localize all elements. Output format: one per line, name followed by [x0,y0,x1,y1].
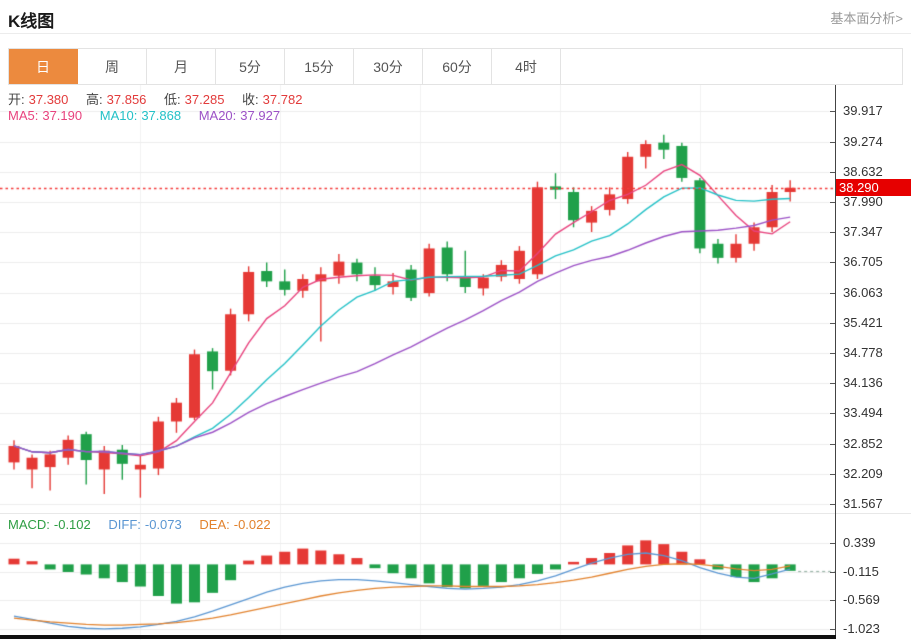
price-tick-mark [830,473,835,475]
macd-tick-mark [830,629,835,631]
macd-chart[interactable] [0,513,836,640]
tab-day[interactable]: 日 [9,49,78,84]
price-tick-mark [830,503,835,505]
diff-value: -0.073 [144,517,182,532]
ma-row: MA5: 37.190 MA10: 37.868 MA20: 37.927 [8,108,284,123]
macd-tick-label: 0.339 [843,534,876,550]
tab-15min[interactable]: 15分 [285,49,354,84]
price-tick-label: 36.705 [843,254,883,270]
price-tick-mark [830,141,835,143]
tab-bar-spacer [561,49,902,84]
close-value: 37.782 [262,92,303,107]
price-tick-mark [830,292,835,294]
current-price-badge: 38.290 [836,179,911,197]
price-tick-label: 35.421 [843,314,883,330]
price-tick-mark [830,232,835,234]
price-tick-label: 33.494 [843,405,883,421]
price-tick-mark [830,383,835,385]
high-value: 37.856 [106,92,147,107]
tab-4hour[interactable]: 4时 [492,49,561,84]
macd-row: MACD: -0.102 DIFF: -0.073 DEA: -0.022 [8,517,275,532]
open-value: 37.380 [28,92,69,107]
price-tick-label: 38.632 [843,163,883,179]
price-tick-label: 37.347 [843,224,883,240]
price-tick-mark [830,352,835,354]
ohlc-row: 开: 37.380 高: 37.856 低: 37.285 收: 37.782 [8,89,306,108]
low-label: 低: [164,92,181,107]
ma10-label: MA10: [99,108,138,123]
header: K线图 基本面分析> [0,0,911,34]
panel-separator [0,513,911,514]
ma20-value: 37.927 [240,108,281,123]
low-value: 37.285 [184,92,225,107]
macd-tick-mark [830,542,835,544]
price-tick-mark [830,111,835,113]
price-tick-mark [830,171,835,173]
dea-label: DEA: [199,517,230,532]
period-tab-bar: 日周月 5分 15分 30分 60分 4时 [8,48,903,85]
price-tick-label: 32.852 [843,435,883,451]
y-axis-line [835,85,836,639]
price-tick-label: 36.063 [843,284,883,300]
price-tick-mark [830,443,835,445]
macd-tick-mark [830,571,835,573]
ma5-value: 37.190 [42,108,83,123]
ma20-label: MA20: [198,108,237,123]
price-tick-label: 34.778 [843,344,883,360]
dea-value: -0.022 [233,517,271,532]
ma5-label: MA5: [8,108,39,123]
ma10-value: 37.868 [141,108,182,123]
macd-tick-label: -0.115 [843,563,879,579]
price-tick-mark [830,322,835,324]
close-label: 收: [242,92,259,107]
price-tick-label: 39.274 [843,133,883,149]
macd-tick-label: -1.023 [843,621,880,637]
macd-label: MACD: [8,517,50,532]
price-tick-label: 39.917 [843,103,883,119]
tab-month[interactable]: 月 [147,49,216,84]
macd-tick-mark [830,600,835,602]
x-axis-bar [0,635,836,639]
price-tick-label: 31.567 [843,495,883,511]
macd-tick-label: -0.569 [843,592,880,608]
price-tick-mark [830,201,835,203]
high-label: 高: [86,92,103,107]
fundamental-analysis-link[interactable]: 基本面分析> [830,11,903,26]
candlestick-chart[interactable] [0,85,836,513]
price-tick-label: 37.990 [843,193,883,209]
tab-30min[interactable]: 30分 [354,49,423,84]
price-tick-mark [830,413,835,415]
tab-week[interactable]: 周 [78,49,147,84]
price-tick-label: 34.136 [843,375,883,391]
open-label: 开: [8,92,25,107]
tab-5min[interactable]: 5分 [216,49,285,84]
diff-label: DIFF: [108,517,141,532]
page-title: K线图 [8,12,55,31]
macd-value: -0.102 [53,517,91,532]
price-tick-mark [830,262,835,264]
tab-60min[interactable]: 60分 [423,49,492,84]
price-tick-label: 32.209 [843,465,883,481]
